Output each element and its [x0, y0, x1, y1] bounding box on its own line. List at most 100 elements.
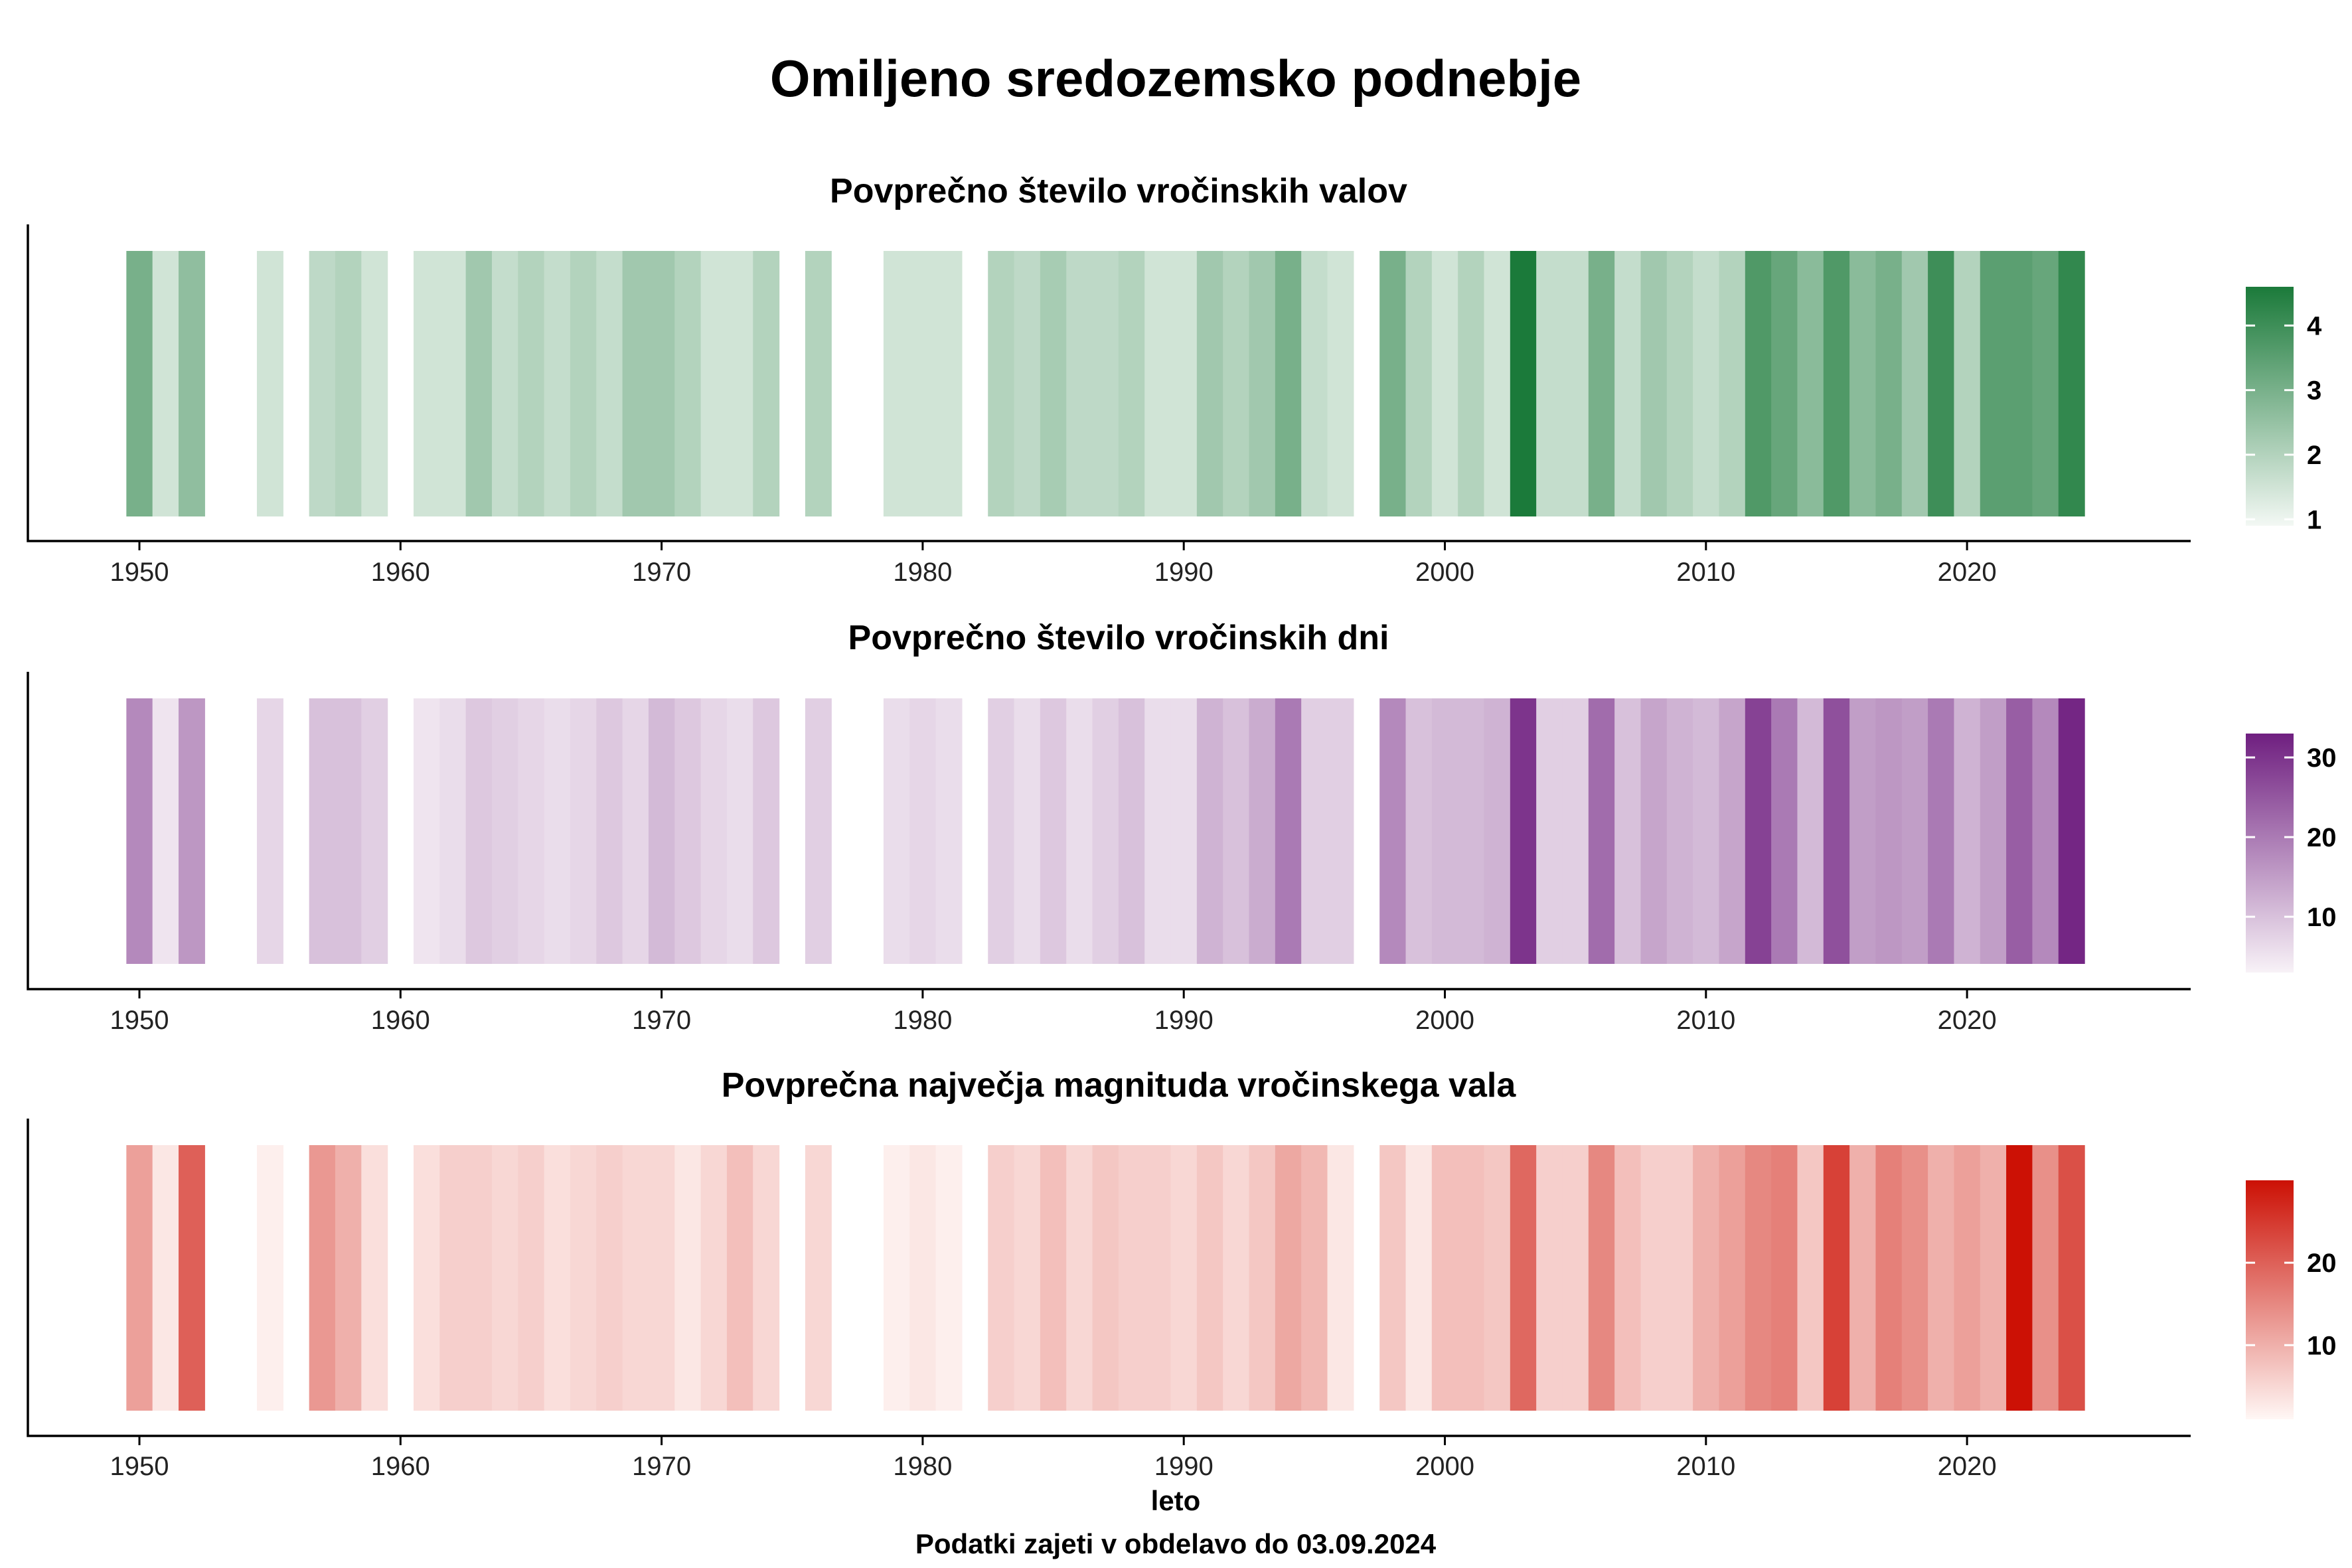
stripe-1963 [465, 698, 493, 964]
stripe-1967 [570, 1145, 597, 1411]
stripe-1996 [1327, 251, 1354, 516]
stripe-2009 [1666, 1145, 1693, 1411]
x-tick-label: 2020 [1938, 1006, 1997, 1035]
x-tick-label: 2010 [1676, 1452, 1735, 1481]
x-tick-label: 1960 [371, 558, 430, 587]
stripe-1992 [1223, 251, 1250, 516]
stripe-1963 [465, 251, 493, 516]
stripe-2014 [1797, 1145, 1824, 1411]
stripe-1974 [753, 251, 780, 516]
stripe-1961 [413, 1145, 440, 1411]
stripe-1995 [1301, 698, 1328, 964]
stripe-2017 [1875, 698, 1903, 964]
stripe-2006 [1588, 251, 1615, 516]
stripe-1964 [491, 698, 518, 964]
stripe-1987 [1092, 698, 1119, 964]
stripe-2015 [1823, 1145, 1850, 1411]
stripe-1990 [1170, 1145, 1198, 1411]
stripe-1950 [126, 698, 153, 964]
stripe-2012 [1745, 1145, 1772, 1411]
x-tick-label: 1990 [1154, 1452, 1214, 1481]
stripe-1968 [596, 1145, 623, 1411]
stripe-1955 [256, 251, 283, 516]
stripe-1994 [1275, 698, 1302, 964]
x-tick-label: 2000 [1415, 558, 1474, 587]
stripe-1980 [909, 251, 937, 516]
stripe-2003 [1510, 698, 1537, 964]
stripe-1986 [1066, 251, 1093, 516]
stripe-2012 [1745, 698, 1772, 964]
stripe-1969 [622, 1145, 649, 1411]
stripe-2005 [1562, 698, 1589, 964]
colorbar-label: 30 [2307, 744, 2337, 773]
stripe-2024 [2058, 1145, 2085, 1411]
stripe-1971 [674, 698, 702, 964]
stripe-2007 [1614, 1145, 1642, 1411]
stripe-1957 [309, 698, 336, 964]
colorbar-label: 1 [2307, 505, 2321, 534]
stripe-2018 [1901, 698, 1928, 964]
chart-title: Omiljeno sredozemsko podnebje [770, 49, 1581, 108]
stripe-2005 [1562, 1145, 1589, 1411]
stripe-1972 [700, 698, 728, 964]
colorbar-label: 20 [2307, 1249, 2337, 1278]
x-tick-label: 1980 [893, 558, 952, 587]
stripe-2003 [1510, 251, 1537, 516]
stripe-2020 [1954, 251, 1981, 516]
stripe-1973 [726, 698, 753, 964]
x-tick-label: 1960 [371, 1452, 430, 1481]
stripe-2016 [1849, 1145, 1877, 1411]
stripe-2017 [1875, 1145, 1903, 1411]
stripe-1965 [518, 698, 545, 964]
stripe-2023 [2032, 1145, 2059, 1411]
stripe-1979 [883, 1145, 910, 1411]
stripe-1972 [700, 1145, 728, 1411]
stripe-1986 [1066, 698, 1093, 964]
stripe-1972 [700, 251, 728, 516]
axis-lines [27, 1119, 2191, 1437]
stripe-2010 [1693, 698, 1720, 964]
stripe-1959 [361, 698, 388, 964]
stripe-1965 [518, 251, 545, 516]
colorbar-label: 2 [2307, 441, 2321, 470]
stripe-2004 [1536, 251, 1563, 516]
stripe-1989 [1144, 1145, 1172, 1411]
stripe-1957 [309, 1145, 336, 1411]
stripe-1987 [1092, 1145, 1119, 1411]
stripe-1988 [1118, 698, 1145, 964]
stripe-2011 [1719, 698, 1746, 964]
stripe-2021 [1980, 251, 2007, 516]
stripe-2021 [1980, 1145, 2007, 1411]
stripe-2003 [1510, 1145, 1537, 1411]
stripe-1980 [909, 1145, 937, 1411]
stripe-2022 [2006, 1145, 2033, 1411]
stripe-2001 [1458, 1145, 1485, 1411]
stripe-1974 [753, 698, 780, 964]
x-tick-label: 2000 [1415, 1006, 1474, 1035]
stripe-1964 [491, 1145, 518, 1411]
colorbar-label: 20 [2307, 823, 2337, 852]
stripe-1989 [1144, 698, 1172, 964]
stripe-2001 [1458, 698, 1485, 964]
stripe-2001 [1458, 251, 1485, 516]
stripe-1962 [439, 1145, 467, 1411]
stripe-2004 [1536, 698, 1563, 964]
stripe-1955 [256, 1145, 283, 1411]
stripe-1974 [753, 1145, 780, 1411]
stripe-1970 [648, 698, 675, 964]
stripe-1995 [1301, 1145, 1328, 1411]
stripe-1989 [1144, 251, 1172, 516]
stripe-1969 [622, 251, 649, 516]
stripe-2021 [1980, 698, 2007, 964]
colorbar-label: 3 [2307, 376, 2321, 406]
stripe-1998 [1379, 1145, 1407, 1411]
stripe-2019 [1928, 698, 1955, 964]
stripe-1951 [152, 698, 179, 964]
stripe-1981 [935, 1145, 963, 1411]
x-tick-label: 1970 [632, 1006, 691, 1035]
stripe-1994 [1275, 251, 1302, 516]
stripe-1999 [1405, 698, 1433, 964]
colorbar [2246, 1180, 2294, 1419]
stripe-1986 [1066, 1145, 1093, 1411]
